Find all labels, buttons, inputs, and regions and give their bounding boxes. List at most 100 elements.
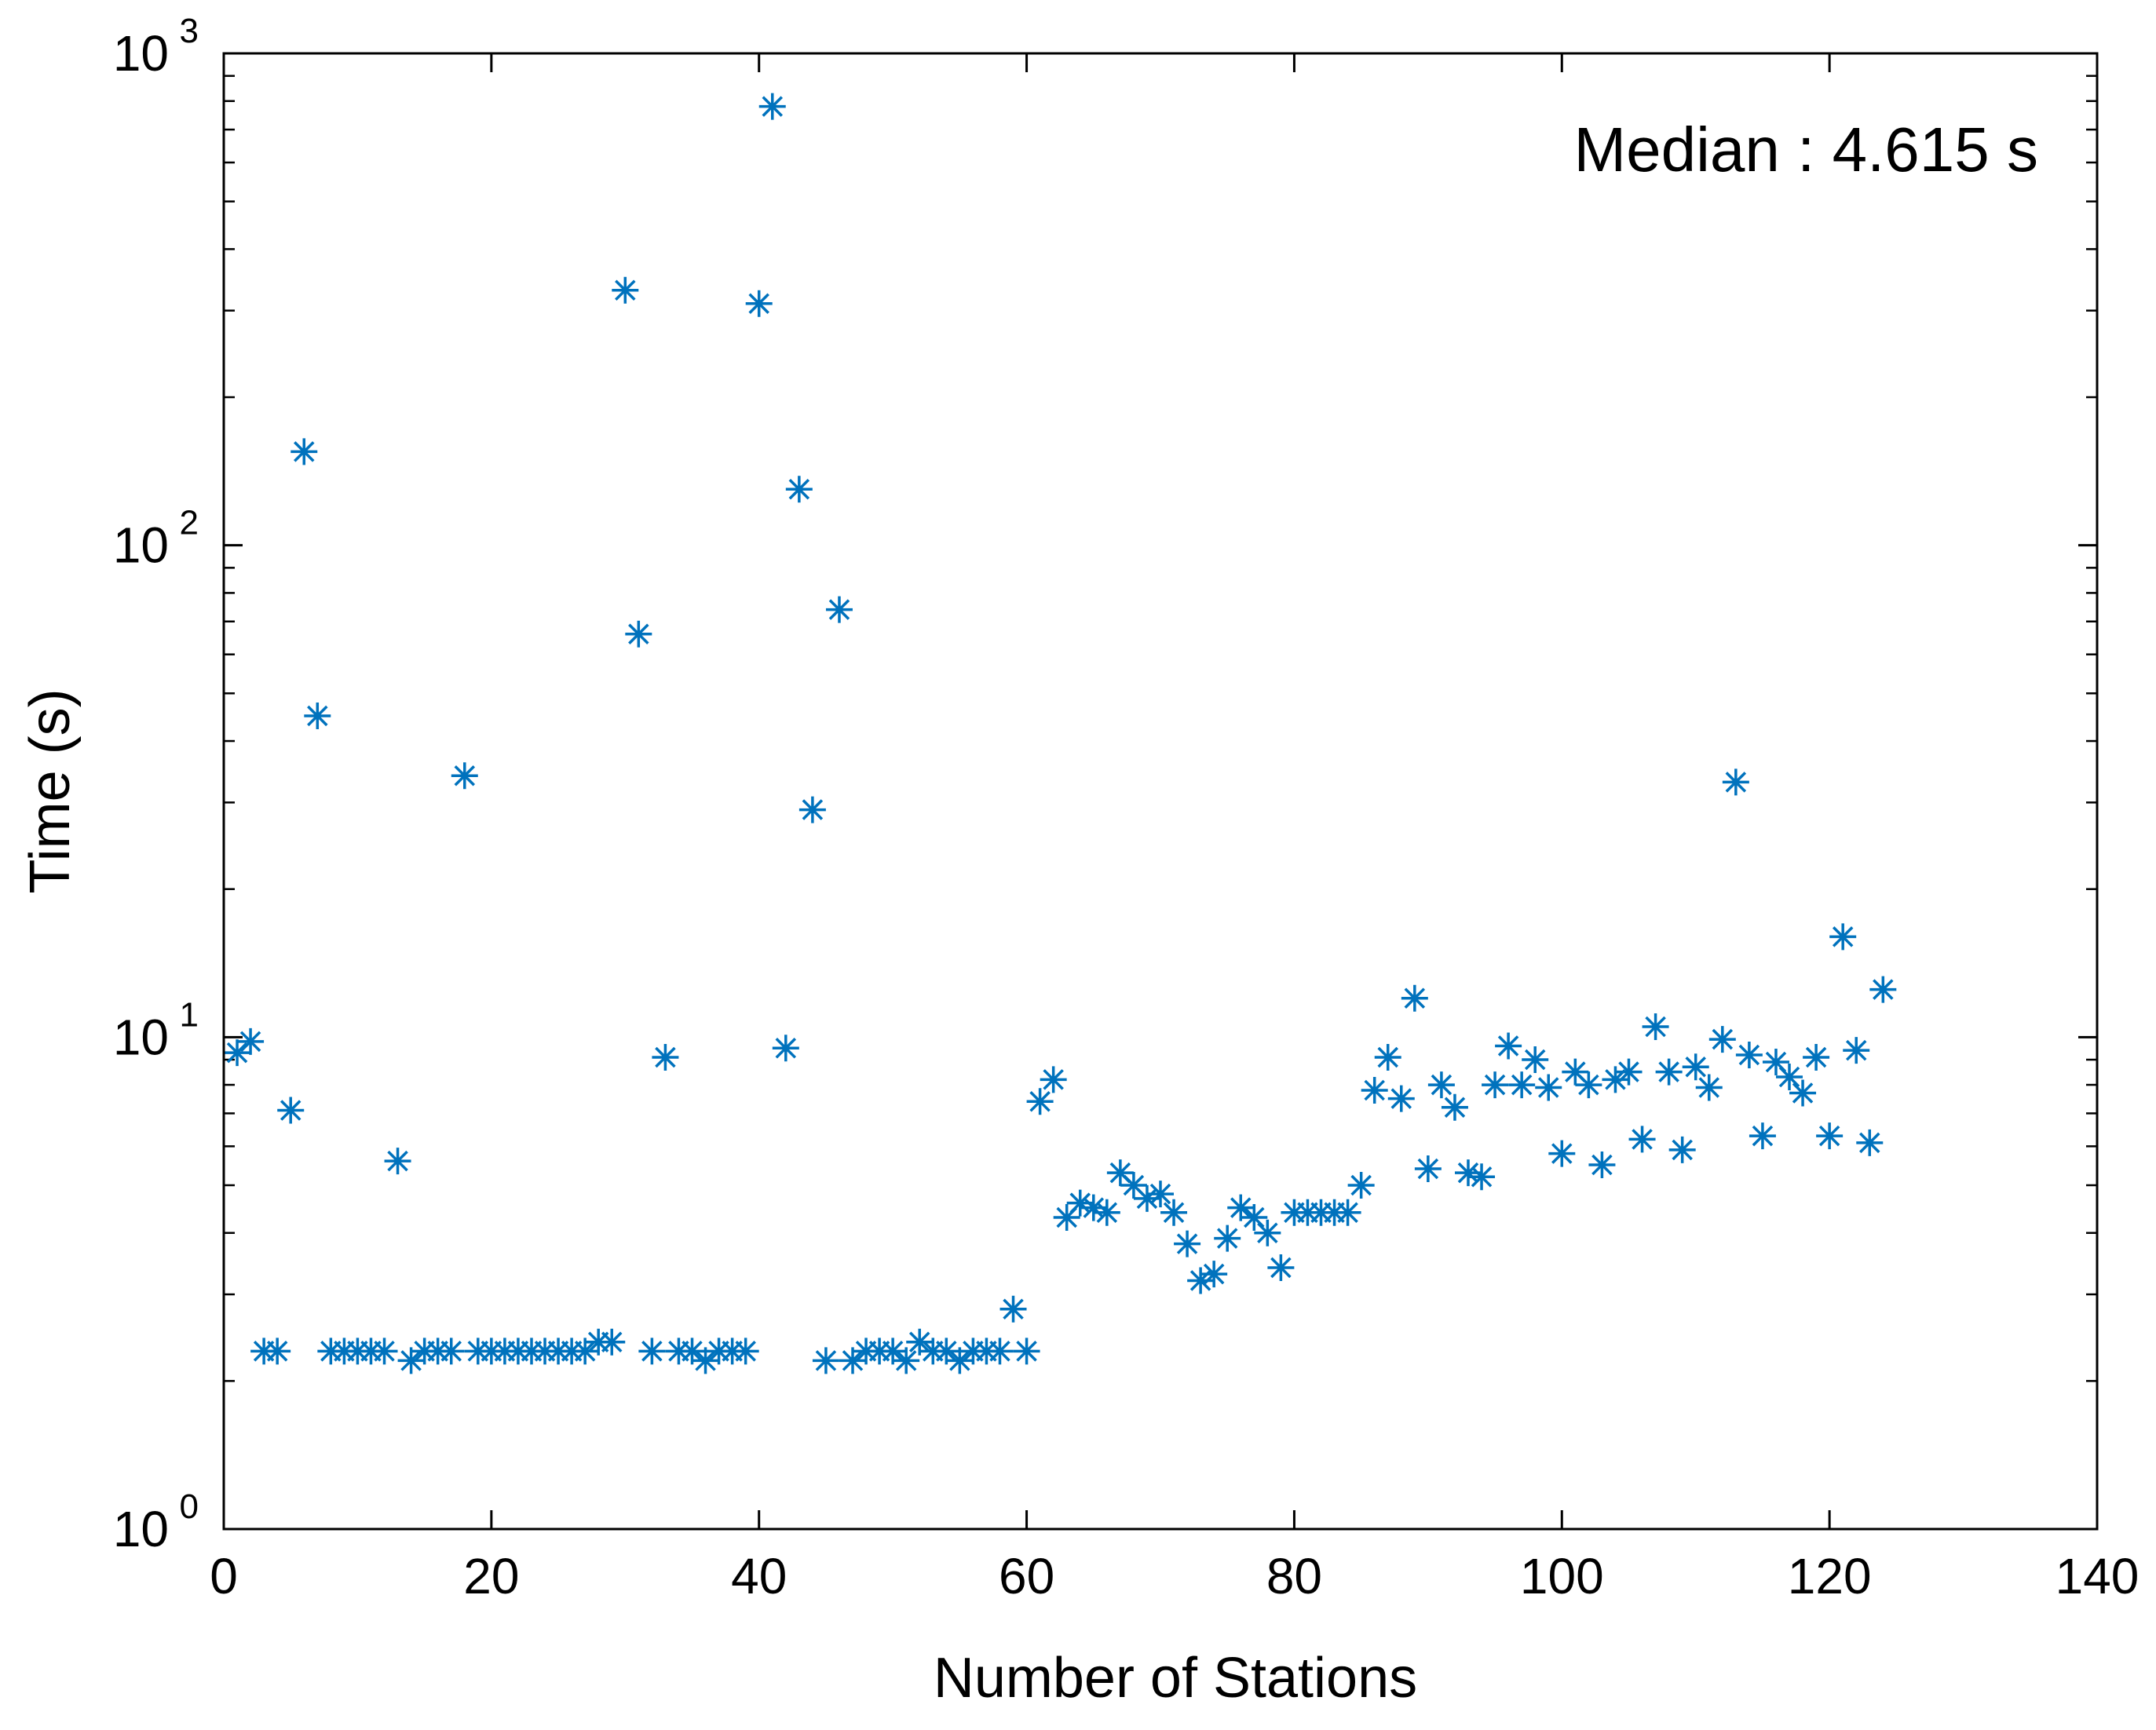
x-tick-label: 60 xyxy=(999,1548,1054,1604)
data-point xyxy=(1374,1044,1401,1071)
data-point xyxy=(1735,1042,1763,1069)
data-point xyxy=(1040,1066,1067,1093)
data-point xyxy=(1281,1199,1308,1226)
data-point xyxy=(812,1347,839,1374)
median-annotation: Median : 4.615 s xyxy=(1574,115,2038,184)
data-point xyxy=(1749,1122,1776,1150)
data-point xyxy=(437,1338,465,1365)
y-axis-label: Time (s) xyxy=(19,688,82,893)
data-point xyxy=(1347,1171,1375,1199)
data-point xyxy=(866,1338,893,1365)
data-point xyxy=(277,1097,305,1124)
data-point xyxy=(291,438,318,465)
data-point xyxy=(1843,1037,1870,1064)
data-point xyxy=(1628,1126,1656,1153)
data-point xyxy=(1482,1071,1509,1099)
data-point xyxy=(1093,1199,1120,1226)
data-point xyxy=(1508,1071,1536,1099)
x-tick-label: 100 xyxy=(1520,1548,1604,1604)
data-point xyxy=(772,1035,799,1062)
data-point xyxy=(1401,984,1428,1012)
data-point xyxy=(464,1338,491,1365)
data-point xyxy=(1454,1159,1482,1187)
data-point xyxy=(1762,1049,1789,1076)
data-point xyxy=(1829,923,1857,951)
data-point xyxy=(1361,1076,1388,1104)
data-point xyxy=(558,1338,586,1365)
data-point xyxy=(371,1338,398,1365)
data-point xyxy=(1789,1079,1817,1107)
data-point xyxy=(545,1338,572,1365)
data-point xyxy=(1722,768,1749,796)
x-tick-label: 20 xyxy=(463,1548,519,1604)
data-point xyxy=(1227,1194,1255,1221)
data-point xyxy=(585,1328,612,1356)
data-point xyxy=(612,276,639,304)
data-point xyxy=(598,1328,626,1356)
x-tick-label: 80 xyxy=(1266,1548,1322,1604)
y-tick-exponent: 1 xyxy=(180,995,199,1034)
data-point xyxy=(1334,1199,1361,1226)
data-point xyxy=(237,1027,265,1055)
data-point xyxy=(491,1338,518,1365)
data-point xyxy=(1668,1136,1696,1163)
data-point xyxy=(1160,1199,1188,1226)
data-point xyxy=(451,762,478,790)
data-point xyxy=(1200,1261,1228,1288)
data-point xyxy=(1642,1013,1669,1041)
data-point xyxy=(397,1347,425,1374)
data-point xyxy=(718,1338,746,1365)
data-point xyxy=(785,476,813,503)
data-point xyxy=(1615,1058,1643,1086)
data-point xyxy=(1066,1189,1094,1217)
data-point xyxy=(1856,1129,1884,1156)
data-point xyxy=(224,1039,251,1067)
data-point xyxy=(825,596,853,623)
data-point xyxy=(1816,1122,1844,1150)
data-point xyxy=(919,1338,947,1365)
y-tick-label: 10 xyxy=(113,517,169,574)
data-point xyxy=(1695,1074,1723,1101)
data-point xyxy=(384,1148,411,1175)
data-point xyxy=(986,1338,1014,1365)
data-point xyxy=(1522,1046,1549,1074)
data-point xyxy=(1602,1066,1629,1093)
data-point xyxy=(1414,1155,1442,1183)
data-point xyxy=(477,1338,505,1365)
data-point xyxy=(678,1338,706,1365)
data-point xyxy=(1575,1071,1602,1099)
data-point xyxy=(1708,1026,1736,1053)
data-point xyxy=(652,1044,679,1071)
data-point xyxy=(692,1347,719,1374)
y-tick-exponent: 0 xyxy=(180,1487,199,1526)
data-points xyxy=(224,93,1897,1374)
data-point xyxy=(1080,1194,1107,1221)
data-point xyxy=(638,1338,666,1365)
x-axis-label: Number of Stations xyxy=(934,1647,1417,1710)
data-point xyxy=(758,93,786,120)
plot-frame xyxy=(222,52,2099,1531)
y-tick-label: 10 xyxy=(113,1501,169,1557)
data-point xyxy=(1013,1338,1040,1365)
data-point xyxy=(1267,1254,1295,1281)
data-point xyxy=(625,620,652,648)
data-point xyxy=(1294,1199,1321,1226)
data-point xyxy=(1441,1093,1468,1121)
data-point xyxy=(1776,1064,1803,1091)
data-point xyxy=(1869,976,1897,1003)
data-point xyxy=(250,1338,278,1365)
data-point xyxy=(1133,1184,1160,1212)
data-point xyxy=(999,1295,1027,1323)
data-point xyxy=(1106,1159,1134,1187)
data-point xyxy=(705,1338,733,1365)
data-point xyxy=(1548,1140,1576,1167)
data-point xyxy=(1187,1267,1215,1294)
x-tick-label: 140 xyxy=(2056,1548,2140,1604)
data-point xyxy=(1682,1053,1709,1081)
data-point xyxy=(798,796,826,823)
data-point xyxy=(839,1347,867,1374)
data-point xyxy=(344,1338,371,1365)
data-point xyxy=(745,290,773,317)
